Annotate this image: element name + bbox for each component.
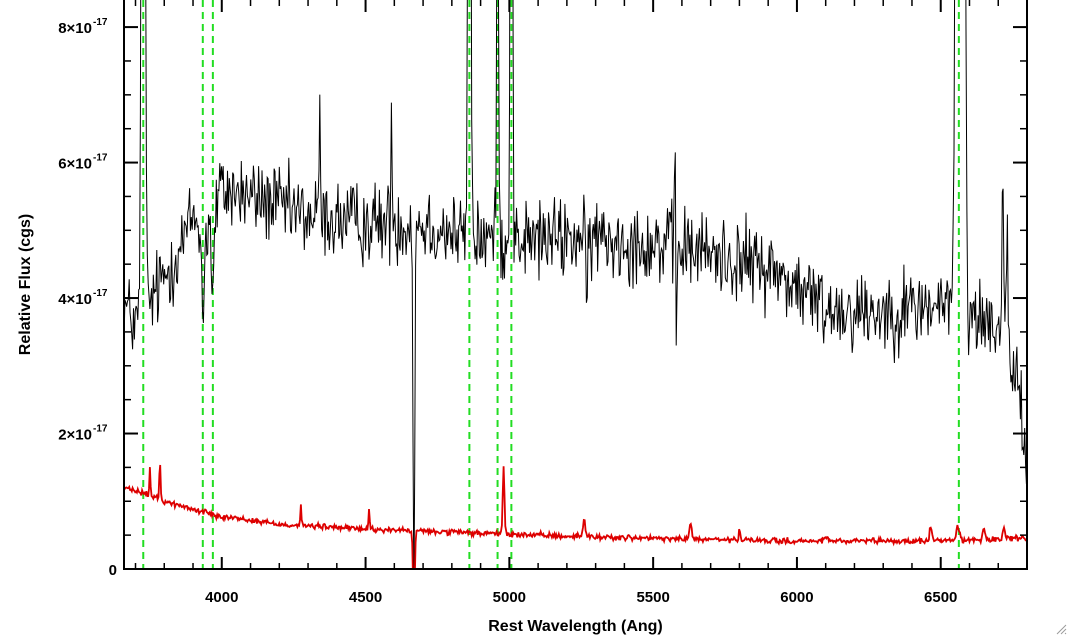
y-tick-exponent: -17 xyxy=(93,424,108,435)
y-axis-title: Relative Flux (cgs) xyxy=(17,214,34,355)
x-axis: 4000 4500 5000 5500 6000 6500 xyxy=(134,0,1028,606)
plot-frame xyxy=(123,0,1028,570)
y-tick-exponent: -17 xyxy=(93,17,108,28)
x-axis-title: Rest Wavelength (Ang) xyxy=(488,618,663,635)
y-axis: 02×10 -174×10 -176×10 -178×10 -17 xyxy=(58,17,1027,579)
spectrum-line xyxy=(124,0,1027,569)
series-group xyxy=(124,0,1027,569)
y-tick-label: 6×10 xyxy=(58,156,92,173)
y-tick-label: 4×10 xyxy=(58,291,92,308)
x-tick-label: 5000 xyxy=(493,589,526,606)
y-tick-label: 0 xyxy=(109,562,117,579)
model-line xyxy=(124,464,1027,569)
x-tick-label: 4000 xyxy=(205,589,238,606)
resize-grip-icon[interactable] xyxy=(1055,623,1067,635)
vertical-marker-lines xyxy=(142,0,960,569)
y-tick-exponent: -17 xyxy=(93,153,108,164)
x-tick-label: 6500 xyxy=(924,589,957,606)
y-tick-exponent: -17 xyxy=(93,288,108,299)
x-tick-label: 4500 xyxy=(349,589,382,606)
y-tick-label: 2×10 xyxy=(58,427,92,444)
y-tick-label: 8×10 xyxy=(58,20,92,37)
x-tick-label: 6000 xyxy=(780,589,813,606)
x-tick-label: 5500 xyxy=(636,589,669,606)
